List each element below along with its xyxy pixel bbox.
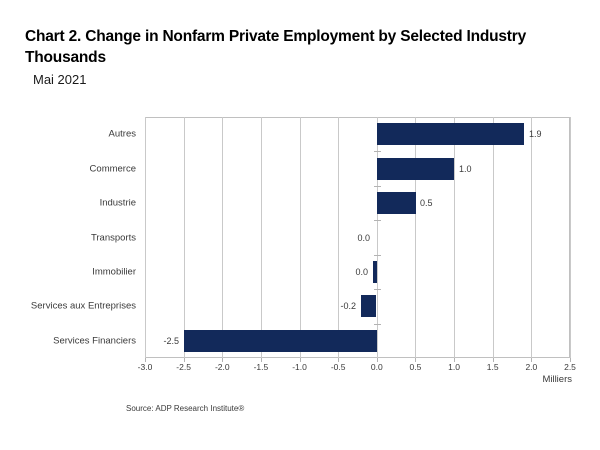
x-tick-label: 2.5: [564, 362, 576, 372]
x-tick-label: -2.5: [176, 362, 191, 372]
gridline: [183, 117, 185, 358]
x-tick-label: -1.0: [292, 362, 307, 372]
gridline: [376, 117, 378, 358]
gridline: [260, 117, 262, 358]
axis-tick: [260, 358, 262, 362]
axis-tick: [531, 358, 533, 362]
category-label: Industrie: [99, 197, 136, 209]
bar-value-label: 0.0: [355, 267, 368, 277]
bar-value-label: 1.9: [529, 129, 542, 139]
gridline: [222, 117, 224, 358]
gridline: [531, 117, 533, 358]
gridline: [299, 117, 301, 358]
chart-title-line1: Chart 2. Change in Nonfarm Private Emplo…: [25, 28, 527, 45]
x-tick-label: 1.5: [486, 362, 499, 372]
x-tick-label: 0.0: [370, 362, 383, 372]
chart-title: Chart 2. Change in Nonfarm Private Emplo…: [25, 26, 590, 68]
bar: [361, 295, 377, 317]
category-axis-tick: [373, 255, 381, 256]
gridline: [145, 117, 146, 358]
bar: [376, 123, 524, 145]
category-axis-tick: [373, 220, 381, 221]
axis-tick: [415, 358, 417, 362]
x-tick-label: -1.5: [253, 362, 269, 372]
axis-tick: [570, 358, 571, 362]
category-label: Services aux Entreprises: [30, 300, 136, 312]
bar: [183, 330, 377, 352]
gridline: [570, 117, 571, 358]
category-axis-tick: [373, 324, 381, 325]
axis-tick: [338, 358, 340, 362]
bar: [376, 158, 454, 180]
plot-area: [145, 117, 570, 358]
chart-title-line2: Thousands: [25, 49, 106, 66]
category-axis-tick: [373, 289, 381, 290]
gridline: [338, 117, 340, 358]
bar-value-label: -2.5: [163, 336, 179, 346]
bar-value-label: 1.0: [459, 164, 472, 174]
x-tick-label: 0.5: [409, 362, 422, 372]
bar: [376, 192, 416, 214]
category-label: Commerce: [89, 163, 136, 175]
axis-tick: [454, 358, 456, 362]
bar: [372, 261, 377, 283]
category-axis-tick: [373, 151, 381, 152]
category-label: Autres: [108, 128, 136, 140]
x-axis-title: Milliers: [542, 374, 572, 385]
category-label: Services Financiers: [53, 335, 136, 347]
x-tick-label: 2.0: [525, 362, 538, 372]
category-axis-tick: [373, 186, 381, 187]
x-tick-label: -3.0: [137, 362, 153, 372]
x-tick-label: 1.0: [448, 362, 460, 372]
axis-tick: [299, 358, 301, 362]
bar-value-label: -0.2: [340, 301, 356, 311]
x-tick-label: -2.0: [214, 362, 230, 372]
source-note: Source: ADP Research Institute®: [126, 404, 245, 413]
bar-value-label: 0.0: [357, 233, 370, 243]
chart-subtitle: Mai 2021: [33, 72, 87, 87]
axis-tick: [145, 358, 146, 362]
category-label: Transports: [90, 232, 136, 244]
gridline: [415, 117, 417, 358]
axis-tick: [492, 358, 494, 362]
x-tick-label: -0.5: [330, 362, 346, 372]
axis-tick: [183, 358, 185, 362]
gridline: [492, 117, 494, 358]
axis-tick: [222, 358, 224, 362]
axis-tick: [376, 358, 378, 362]
bar-value-label: 0.5: [420, 198, 433, 208]
gridline: [454, 117, 456, 358]
category-label: Immobilier: [92, 266, 136, 278]
